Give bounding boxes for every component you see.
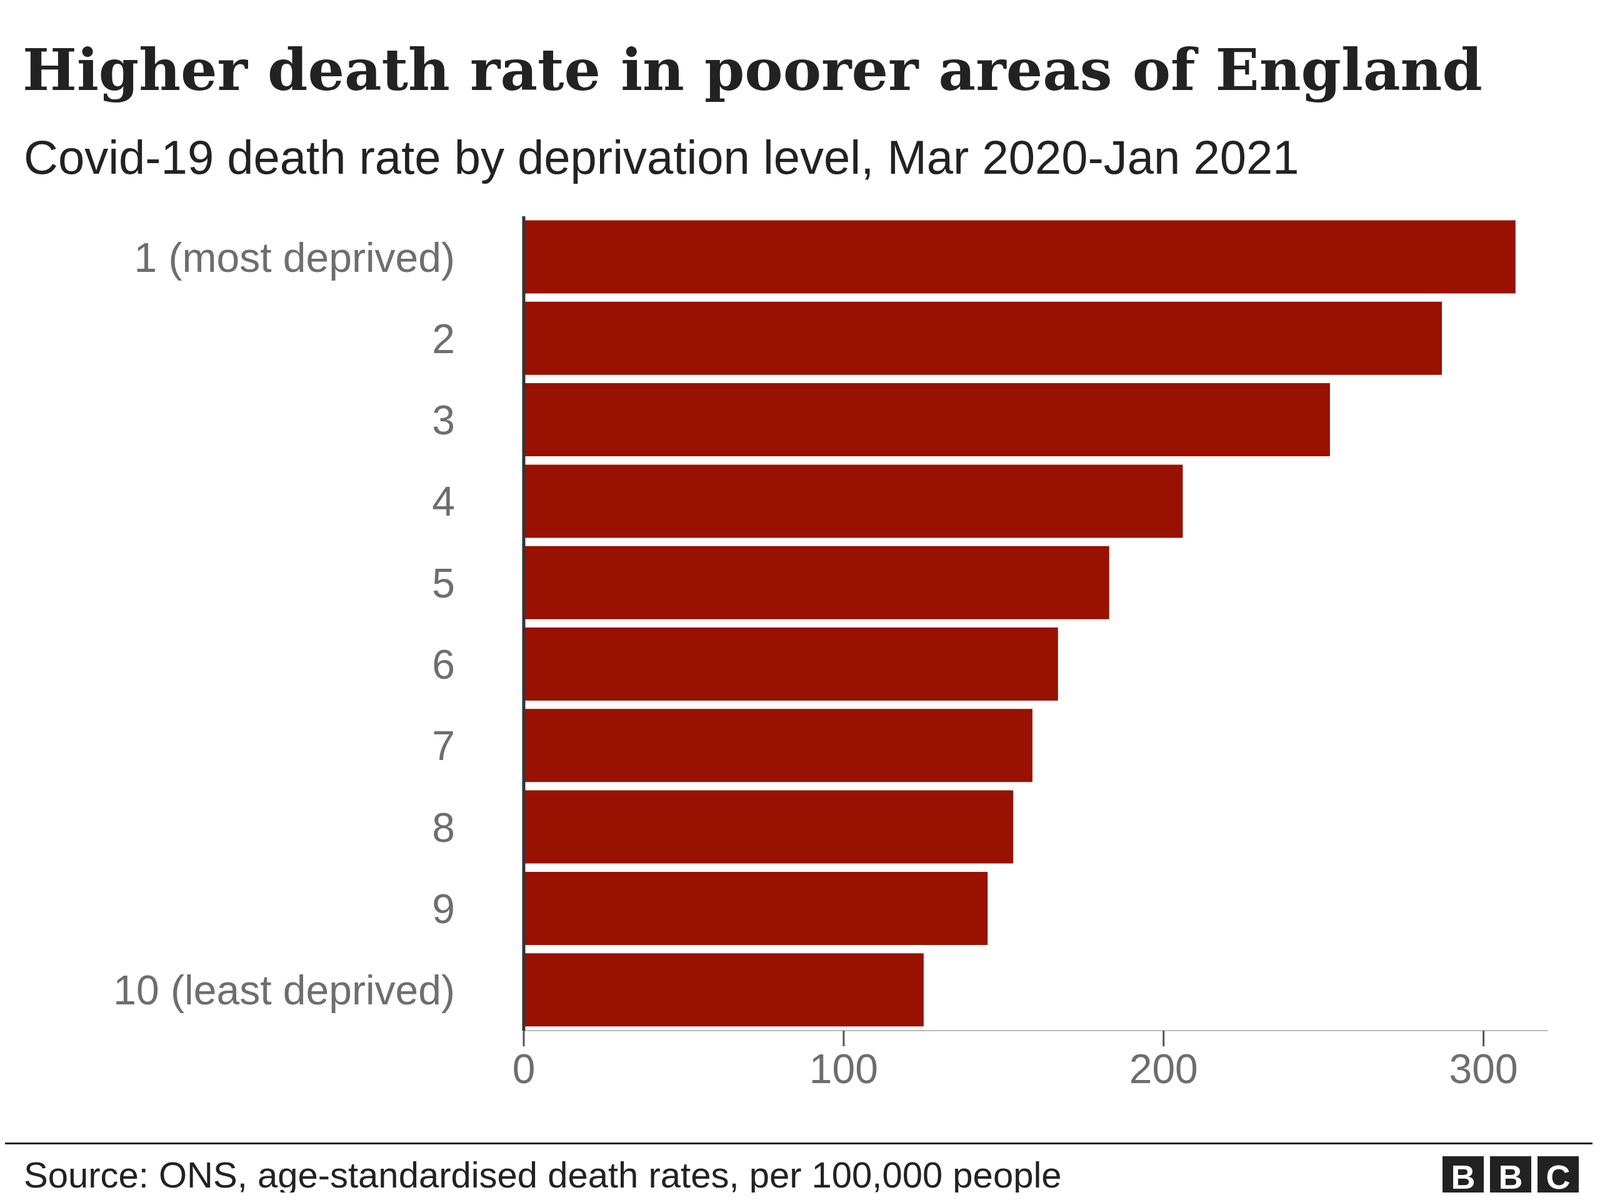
svg-text:200: 200 xyxy=(1129,1045,1199,1092)
html-text:Covid-19 death rate by depriva: Covid-19 death rate by deprivation level… xyxy=(23,130,1300,184)
svg-text:8: 8 xyxy=(431,804,455,851)
svg-text:10 (least deprived): 10 (least deprived) xyxy=(113,966,455,1014)
html-text:Higher death rate in poorer ar: Higher death rate in poorer areas of Eng… xyxy=(22,36,1483,104)
svg-text:9: 9 xyxy=(431,885,455,932)
svg-text:5: 5 xyxy=(431,560,455,607)
svg-text:6: 6 xyxy=(431,641,455,688)
svg-text:1 (most deprived): 1 (most deprived) xyxy=(133,234,455,281)
svg-text:0: 0 xyxy=(512,1045,536,1092)
svg-text:4: 4 xyxy=(431,478,455,525)
svg-text:2: 2 xyxy=(431,315,455,362)
svg-text:7: 7 xyxy=(431,722,455,769)
svg-text:100: 100 xyxy=(809,1045,879,1092)
svg-text:300: 300 xyxy=(1449,1045,1519,1092)
svg-text:3: 3 xyxy=(431,396,455,444)
